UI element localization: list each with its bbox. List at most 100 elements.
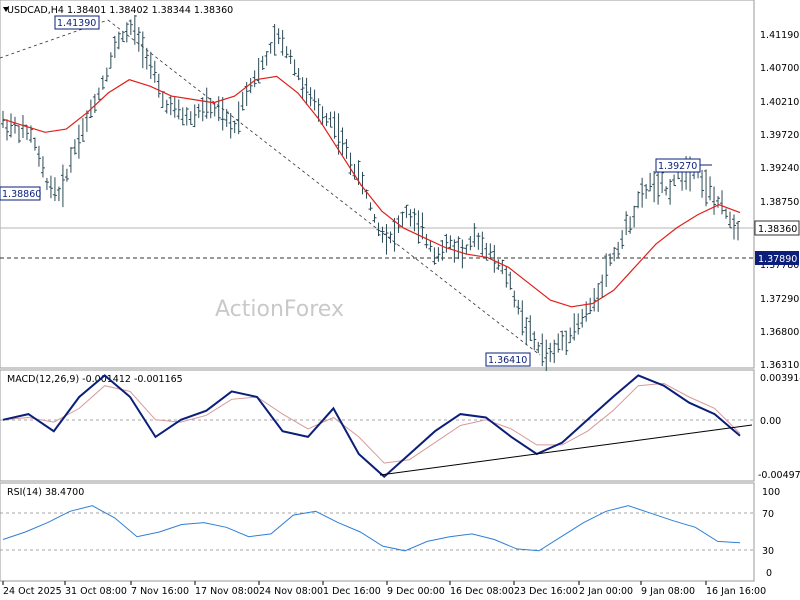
label-box [485,352,531,367]
label-price-left: 1.38860 [0,186,41,201]
tag-box [754,220,800,236]
ohlc-bar [548,342,553,363]
tag-text: 1.38360 [758,224,797,235]
ohlc-bar [220,97,225,131]
ohlc-bar [164,99,169,114]
ohlc-bar [380,226,385,243]
x-axis: 24 Oct 2025 31 Oct 08:00 7 Nov 16:00 17 Nov… [2,581,766,597]
ohlc-bar [272,23,277,56]
ohlc-bar [312,89,317,111]
ohlc-bar [416,210,421,244]
price-bars [1,14,740,372]
x-tick-label: 9 Jan 08:00 [641,586,695,597]
ohlc-bar [192,104,197,128]
ohlc-bar [624,211,629,236]
ohlc-bar [80,118,85,142]
ohlc-bar [444,233,449,253]
ohlc-bar [108,52,113,69]
ohlc-bar [180,107,185,126]
ohlc-bar [92,93,97,114]
y-tick: 70 [762,509,774,520]
ohlc-bar [248,77,253,94]
ohlc-bar [440,240,445,261]
ohlc-bar [132,14,137,45]
ohlc-bar [464,244,469,255]
ohlc-bar [632,205,637,228]
macd-panel [0,369,755,482]
price-panel [0,0,755,369]
ohlc-bar [332,111,337,139]
y-tick: 1.37290 [760,294,799,305]
ohlc-bar [636,191,641,209]
ohlc-bar [560,330,565,351]
ohlc-bar [564,330,569,356]
ohlc-bar [536,341,541,354]
trend-line-down [107,19,541,356]
y-tick: 0.003914 [760,373,800,384]
ohlc-bar [56,186,61,202]
ohlc-bar [120,31,125,43]
ohlc-bar [260,55,265,71]
label-recent-high: 1.39270 [655,158,701,173]
ohlc-bar [32,137,37,151]
label-text: 1.36410 [488,355,527,366]
price-y-axis: 1.41190 1.40700 1.40210 1.39720 1.39240 … [760,30,799,371]
ohlc-bar [60,164,65,208]
ohlc-bar [424,234,429,249]
ohlc-bar [4,119,9,141]
ohlc-bar [124,22,129,43]
ohlc-bar [400,211,405,227]
y-tick: 1.37780 [760,260,799,271]
ohlc-bar [640,177,645,208]
ohlc-bar [284,46,289,59]
ohlc-bar [336,113,341,155]
ohlc-bar [500,259,505,275]
ohlc-bar [128,19,133,35]
ohlc-bar [72,139,77,155]
y-tick: 1.40210 [760,97,799,108]
ohlc-bar [712,186,717,215]
ohlc-bar [324,113,329,127]
macd-header: MACD(12,26,9) -0.001412 -0.001165 [7,374,183,385]
ohlc-bar [308,87,313,107]
macd-signal-line [2,382,741,464]
ohlc-bar [296,68,301,81]
y-tick: 1.36800 [760,327,799,338]
ohlc-bar [184,107,189,126]
ohlc-bar [372,214,377,223]
ohlc-bar [348,152,353,176]
y-tick: 0 [766,568,772,579]
ohlc-bar [588,297,593,315]
macd-y-axis: 0.003914 0.00 -0.00497 [758,373,800,481]
ohlc-bar [460,239,465,269]
ohlc-bar [660,171,665,194]
ohlc-bar [432,247,437,265]
ohlc-bar [736,221,740,241]
x-tick-label: 17 Nov 08:00 [195,586,259,597]
ohlc-bar [480,231,485,256]
ohlc-bar [152,60,157,83]
ohlc-bar [100,75,105,90]
ohlc-bar [44,177,49,190]
ohlc-bar [404,204,409,218]
y-tick: 1.41190 [760,30,799,41]
ohlc-bar [208,97,213,119]
y-tick: 0.00 [760,416,781,427]
label-price-low: 1.36410 [485,352,531,367]
ohlc-bar [168,96,173,116]
ohlc-bar [708,176,713,201]
ohlc-bar [436,247,441,262]
ohlc-bar [148,51,153,79]
ohlc-bar [576,313,581,335]
x-tick-label: 16 Dec 08:00 [450,586,514,597]
ohlc-bar [276,28,281,45]
ohlc-bar [8,113,13,138]
ohlc-bar [388,231,393,244]
ohlc-bar [508,271,513,290]
ohlc-bar [516,299,521,315]
ohlc-bar [644,183,649,199]
ohlc-bar [512,290,517,308]
ohlc-bar [528,315,533,341]
ohlc-bar [268,42,273,54]
